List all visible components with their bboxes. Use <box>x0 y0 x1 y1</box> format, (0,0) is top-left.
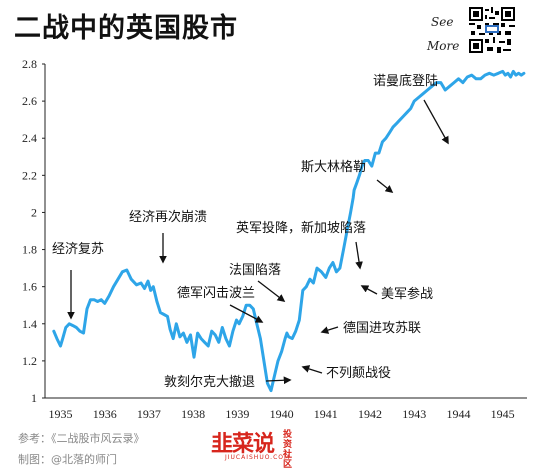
annotation-label: 美军参战 <box>381 286 433 302</box>
brand-name: 韭菜说 <box>211 432 275 457</box>
annotation-label: 不列颠战役 <box>326 366 391 381</box>
annotation-label: 德国进攻苏联 <box>343 320 421 336</box>
annotation-label: 经济再次崩溃 <box>129 209 207 225</box>
brand-url: JIUCAISHUO.COM <box>225 454 291 461</box>
x-tick-label: 1937 <box>137 407 161 421</box>
x-tick-labels: 1935 1936 1937 1938 1939 1940 1941 1942 1943 1944… <box>48 407 514 421</box>
brand-tagline: 投资 社区 <box>283 430 292 470</box>
series-line <box>52 69 526 393</box>
author-credit: 制图：@北落的师门 <box>18 453 117 466</box>
x-tick-label: 1945 <box>491 407 515 421</box>
x-tick-label: 1941 <box>314 407 338 421</box>
x-tick-label: 1938 <box>181 407 205 421</box>
annotation-arrow <box>376 179 394 193</box>
qr-code-icon[interactable] <box>469 7 515 53</box>
y-tick-label: 1.6 <box>22 280 37 294</box>
see-more-label: See More <box>427 10 459 58</box>
annotation-arrow <box>257 280 286 302</box>
y-tick-label: 2.6 <box>22 94 37 108</box>
annotation-arrow <box>265 376 292 385</box>
x-tick-label: 1944 <box>446 407 470 421</box>
see-more-line1: See <box>431 15 454 29</box>
x-tick-label: 1936 <box>93 407 117 421</box>
brand-tagline-line1: 投资 <box>283 430 293 450</box>
annotation-arrow <box>423 99 449 145</box>
y-tick-label: 2.8 <box>22 57 37 71</box>
annotation-label: 法国陷落 <box>229 263 281 278</box>
x-tick-label: 1935 <box>48 407 72 421</box>
annotation-label: 诺曼底登陆 <box>373 73 438 89</box>
annotation-arrow <box>355 241 363 270</box>
y-tick-label: 2 <box>31 205 37 219</box>
annotation-label: 英军投降，新加坡陷落 <box>236 220 366 236</box>
y-tick-label: 1.8 <box>22 243 37 257</box>
x-tick-label: 1943 <box>402 407 426 421</box>
y-tick-labels: 1 1.2 1.4 1.6 1.8 2 2.2 2.4 2.6 2.8 <box>22 57 45 405</box>
source-note: 参考：《二战股市风云录》 <box>18 432 145 445</box>
annotation-label: 德军闪击波兰 <box>177 286 255 301</box>
y-tick-label: 1.4 <box>22 317 37 331</box>
annotation-label: 敦刻尔克大撤退 <box>164 374 255 390</box>
x-tick-label: 1942 <box>358 407 382 421</box>
y-tick-label: 2.4 <box>22 131 37 145</box>
annotation-arrow <box>360 285 378 295</box>
y-tick-label: 2.2 <box>22 168 37 182</box>
annotation-label: 经济复苏 <box>52 241 104 257</box>
x-tick-label: 1939 <box>225 407 249 421</box>
y-tick-label: 1.2 <box>22 354 37 368</box>
annotation-arrow <box>301 365 323 374</box>
chart-title: 二战中的英国股市 <box>14 13 238 44</box>
see-more-line2: More <box>427 39 460 53</box>
brand-tagline-line2: 社区 <box>283 450 293 470</box>
annotation-arrow <box>320 326 339 334</box>
y-tick-label: 1 <box>31 391 37 405</box>
annotation-label: 斯大林格勒 <box>301 159 366 175</box>
x-tick-label: 1940 <box>270 407 294 421</box>
annotation-arrow <box>229 304 264 323</box>
